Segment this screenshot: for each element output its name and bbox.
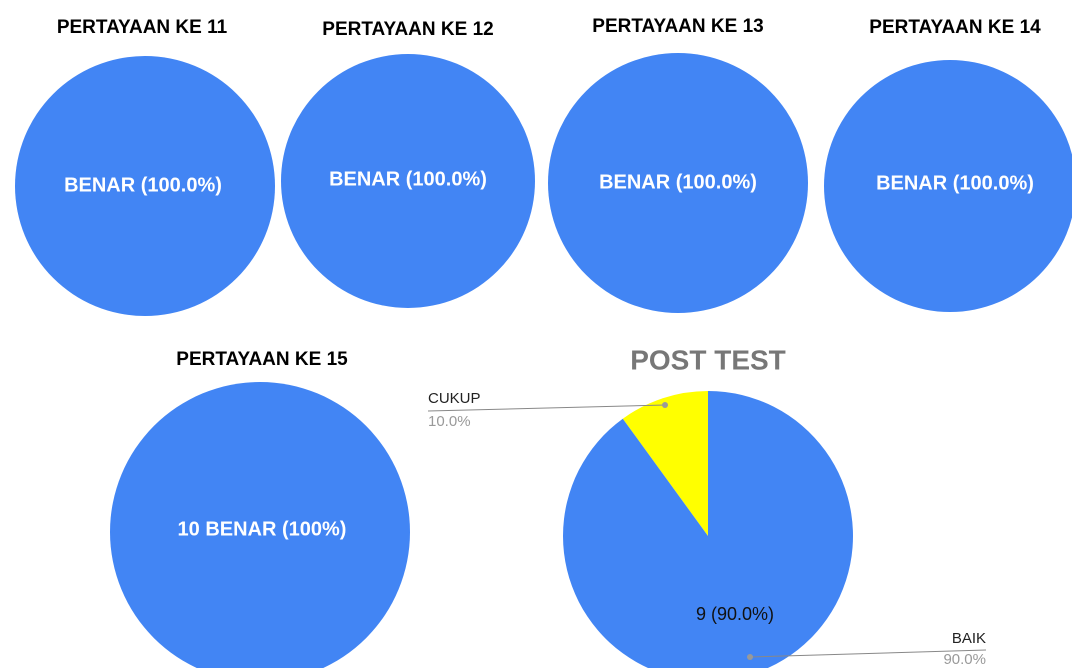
slice-label: BENAR (100.0%)	[329, 168, 487, 190]
slice-label: BENAR (100.0%)	[64, 174, 222, 196]
slice-label: 10 BENAR (100%)	[178, 518, 347, 540]
callout-label: CUKUP	[428, 390, 481, 407]
pie-slice	[281, 54, 535, 308]
chart-title: PERTAYAAN KE 15	[176, 349, 348, 370]
callout-value: 10.0%	[428, 413, 471, 430]
slice-label: BENAR (100.0%)	[599, 171, 757, 193]
chart-title: POST TEST	[630, 344, 786, 375]
callout-dot	[662, 402, 668, 408]
chart-title: PERTAYAAN KE 11	[57, 17, 228, 38]
pie-slice	[563, 391, 853, 668]
callout-label: BAIK	[952, 630, 986, 647]
callout-dot	[747, 654, 753, 660]
pie-slice	[824, 60, 1072, 312]
callout-value: 90.0%	[943, 651, 986, 668]
chart-title: PERTAYAAN KE 12	[322, 19, 493, 40]
pie-slice	[622, 391, 708, 536]
chart-title: PERTAYAAN KE 14	[869, 17, 1041, 38]
pie-slice	[548, 53, 808, 313]
inner-label: 9 (90.0%)	[696, 604, 774, 624]
chart-title: PERTAYAAN KE 13	[592, 16, 763, 37]
slice-label: BENAR (100.0%)	[876, 172, 1034, 194]
pie-slice	[110, 382, 410, 668]
pie-slice	[15, 56, 275, 316]
callout-line	[749, 649, 987, 658]
callout-line	[427, 404, 666, 412]
